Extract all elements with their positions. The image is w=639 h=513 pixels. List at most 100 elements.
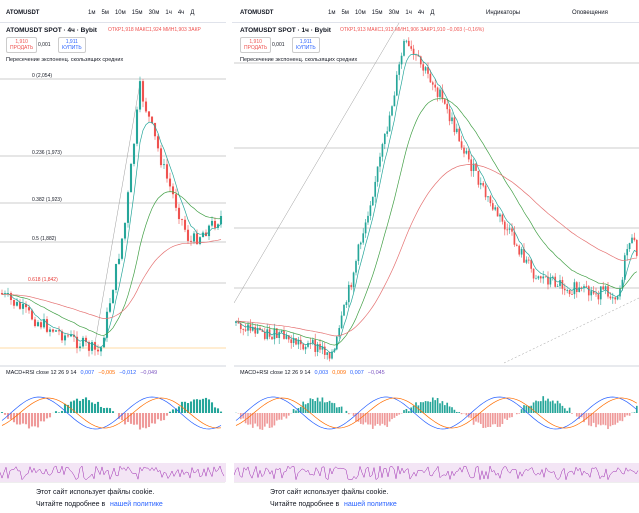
candle: [514, 232, 516, 245]
timeframe[interactable]: 5м: [101, 10, 108, 16]
candle: [511, 229, 513, 232]
macd-histogram: [394, 413, 396, 418]
symbol[interactable]: ATOMUSDT: [6, 10, 39, 16]
candle: [602, 286, 604, 289]
macd-histogram: [403, 410, 405, 413]
macd-histogram: [286, 413, 288, 418]
timeframe[interactable]: 1м: [88, 10, 95, 16]
macd-histogram: [112, 411, 114, 413]
macd-histogram: [329, 401, 331, 413]
candle: [456, 129, 458, 132]
macd-histogram: [61, 411, 63, 413]
macd-histogram: [482, 413, 484, 428]
macd-histogram: [408, 411, 410, 413]
macd-histogram: [334, 403, 336, 413]
candle: [163, 164, 165, 165]
timeframe[interactable]: 15м: [132, 10, 143, 16]
candle: [526, 260, 528, 263]
candle: [214, 221, 216, 228]
macd-histogram: [617, 413, 619, 423]
indicators-button[interactable]: Индикаторы: [486, 10, 520, 16]
candle: [247, 324, 249, 330]
candle: [326, 352, 328, 355]
candle: [370, 205, 372, 216]
macd-histogram: [274, 413, 276, 425]
candle: [365, 222, 367, 233]
chart-right: [234, 23, 639, 482]
timeframes: 1м 5м 10м 15м 30м 1ч 4ч Д: [328, 10, 440, 16]
alerts-button[interactable]: Оповещения: [572, 10, 608, 16]
timeframe[interactable]: 4ч: [418, 10, 424, 16]
candle: [172, 186, 174, 194]
candle: [494, 207, 496, 209]
timeframe[interactable]: 1ч: [405, 10, 411, 16]
macd-histogram: [142, 413, 144, 428]
macd-histogram: [139, 413, 141, 429]
macd-histogram: [451, 407, 453, 413]
candle: [468, 151, 470, 160]
macd-histogram: [336, 407, 338, 413]
macd-histogram: [88, 400, 90, 413]
timeframe[interactable]: 1ч: [165, 10, 171, 16]
candle: [55, 330, 57, 331]
candle: [254, 327, 256, 333]
macd-histogram: [437, 398, 439, 413]
macd-histogram: [193, 399, 195, 413]
label: MACD+RSI close 12 26 9 14: [240, 370, 310, 376]
candle: [576, 282, 578, 292]
timeframe[interactable]: 15м: [372, 10, 383, 16]
timeframe[interactable]: 10м: [115, 10, 126, 16]
macd-histogram: [384, 413, 386, 425]
cookie-link[interactable]: нашей политике: [344, 501, 397, 508]
macd-histogram: [542, 396, 544, 413]
macd-histogram: [492, 413, 494, 424]
fib-label: 0 (2,054): [32, 73, 52, 79]
timeframe[interactable]: Д: [190, 10, 194, 16]
macd-histogram: [362, 413, 364, 424]
macd-value: −0,045: [368, 370, 385, 376]
macd-histogram: [148, 413, 150, 427]
symbol[interactable]: ATOMUSDT: [240, 10, 273, 16]
candle: [538, 276, 540, 278]
candle: [372, 197, 374, 206]
candle: [482, 183, 484, 186]
macd-histogram: [266, 413, 268, 424]
timeframe[interactable]: 30м: [149, 10, 160, 16]
candle: [139, 81, 141, 109]
macd-histogram: [288, 413, 290, 416]
timeframe[interactable]: 30м: [389, 10, 400, 16]
macd-histogram: [154, 413, 156, 424]
candle: [490, 196, 492, 203]
candle: [504, 222, 506, 230]
candle: [142, 81, 144, 101]
macd-histogram: [331, 403, 333, 413]
cookie-link[interactable]: нашей политике: [110, 501, 163, 508]
macd-histogram: [382, 413, 384, 424]
macd-histogram: [547, 399, 549, 413]
macd-histogram: [446, 403, 448, 413]
candle: [281, 330, 283, 332]
timeframe[interactable]: 5м: [341, 10, 348, 16]
timeframe[interactable]: 1м: [328, 10, 335, 16]
timeframe[interactable]: Д: [430, 10, 434, 16]
macd-histogram: [509, 413, 511, 418]
macd-histogram: [610, 413, 612, 426]
macd-histogram: [220, 412, 222, 413]
candle: [523, 249, 525, 263]
indicator: Пересечение экспоненц. скользящих средни…: [6, 57, 123, 63]
macd-histogram: [602, 413, 604, 425]
macd-histogram: [269, 413, 271, 428]
candle: [13, 300, 15, 306]
timeframe[interactable]: 10м: [355, 10, 366, 16]
timeframe[interactable]: 4ч: [178, 10, 184, 16]
candle: [118, 259, 120, 264]
candle: [610, 297, 612, 299]
candle: [446, 104, 448, 109]
fib-label: 0.5 (1,882): [32, 236, 57, 242]
macd-histogram: [31, 413, 33, 426]
